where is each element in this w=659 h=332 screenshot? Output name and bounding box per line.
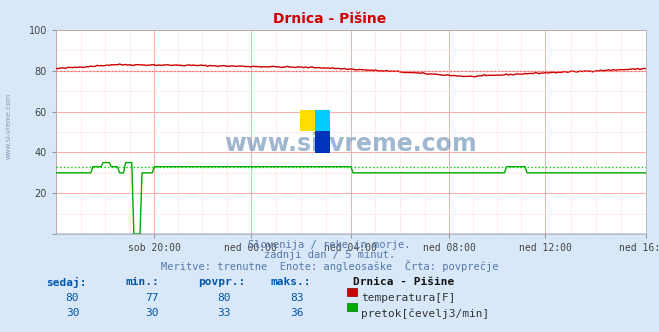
Bar (300, 110, 315, 131)
Text: Drnica - Pišine: Drnica - Pišine (353, 277, 454, 287)
Text: zadnji dan / 5 minut.: zadnji dan / 5 minut. (264, 250, 395, 260)
Text: 30: 30 (66, 308, 79, 318)
Text: Meritve: trenutne  Enote: angleosaške  Črta: povprečje: Meritve: trenutne Enote: angleosaške Črt… (161, 260, 498, 272)
Text: www.si-vreme.com: www.si-vreme.com (225, 132, 477, 156)
Bar (315, 131, 330, 153)
Bar (315, 110, 330, 131)
Text: pretok[čevelj3/min]: pretok[čevelj3/min] (361, 308, 490, 319)
Text: 33: 33 (217, 308, 231, 318)
Text: 80: 80 (66, 293, 79, 303)
Text: 80: 80 (217, 293, 231, 303)
Text: Slovenija / reke in morje.: Slovenija / reke in morje. (248, 240, 411, 250)
Text: 30: 30 (145, 308, 158, 318)
Text: povpr.:: povpr.: (198, 277, 245, 287)
Text: www.si-vreme.com: www.si-vreme.com (5, 93, 11, 159)
Text: min.:: min.: (125, 277, 159, 287)
Text: 83: 83 (290, 293, 303, 303)
Text: 36: 36 (290, 308, 303, 318)
Text: Drnica - Pišine: Drnica - Pišine (273, 12, 386, 26)
Text: sedaj:: sedaj: (46, 277, 86, 288)
Text: maks.:: maks.: (270, 277, 310, 287)
Text: 77: 77 (145, 293, 158, 303)
Text: temperatura[F]: temperatura[F] (361, 293, 455, 303)
